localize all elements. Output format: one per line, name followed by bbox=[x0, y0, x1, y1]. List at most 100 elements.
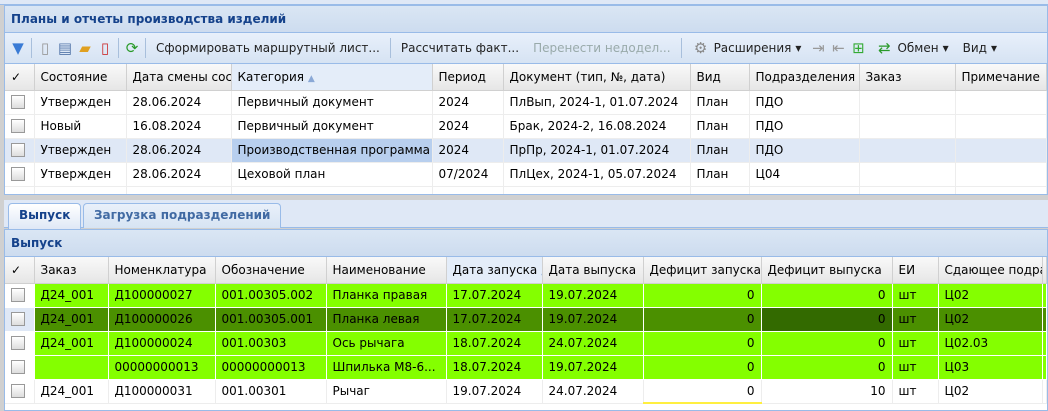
table-cell: шт bbox=[892, 331, 939, 356]
column-header-category[interactable]: Категория ▲ bbox=[231, 64, 433, 91]
row-checkbox[interactable] bbox=[11, 95, 25, 110]
column-header[interactable]: Дефицит запуска bbox=[643, 257, 762, 284]
table-cell: План bbox=[690, 90, 750, 115]
toolbar: ▼ ▯ ▤ ▰ ▯ ⟳ Сформировать маршрутный лист… bbox=[5, 33, 1047, 64]
column-header[interactable]: Обозначение bbox=[215, 257, 327, 284]
table-cell bbox=[1042, 379, 1047, 404]
copy-document-icon[interactable]: ▤ bbox=[57, 39, 73, 57]
column-header[interactable]: Сдающее подраз bbox=[938, 257, 1043, 284]
row-checkbox[interactable] bbox=[11, 360, 25, 375]
table-cell bbox=[432, 186, 504, 194]
table-cell bbox=[5, 186, 35, 194]
view-menu[interactable]: Вид ▾ bbox=[957, 36, 1003, 60]
table-row[interactable]: Д24_001 Д100000026 001.00305.001 Планка лев… bbox=[5, 307, 1047, 332]
open-folder-icon[interactable]: ▰ bbox=[79, 39, 91, 57]
tab-department-load[interactable]: Загрузка подразделений bbox=[83, 203, 282, 228]
table-cell: ПлЦех, 2024-1, 05.07.2024 bbox=[503, 162, 691, 187]
row-checkbox-cell[interactable] bbox=[5, 355, 35, 380]
calc-fact-button[interactable]: Рассчитать факт... bbox=[400, 41, 520, 55]
hierarchy-icon[interactable]: ⊞ bbox=[852, 39, 865, 57]
column-header[interactable]: Документ (тип, №, дата) bbox=[503, 64, 691, 91]
table-cell: Д24_001 bbox=[34, 307, 109, 332]
select-all-header[interactable]: ✓ bbox=[5, 257, 35, 284]
table-cell bbox=[955, 114, 1047, 139]
column-header[interactable]: Период bbox=[432, 64, 504, 91]
row-checkbox[interactable] bbox=[11, 288, 25, 303]
column-header[interactable]: Дата выпуска bbox=[542, 257, 644, 284]
column-header[interactable]: Заказ bbox=[859, 64, 956, 91]
new-document-icon[interactable]: ▯ bbox=[40, 39, 50, 57]
select-all-header[interactable]: ✓ bbox=[5, 64, 35, 91]
column-header[interactable]: Вид bbox=[690, 64, 750, 91]
delete-document-icon[interactable]: ▯ bbox=[100, 39, 110, 57]
table-cell: 28.06.2024 bbox=[126, 162, 232, 187]
row-checkbox[interactable] bbox=[11, 384, 25, 399]
table-cell: План bbox=[690, 162, 750, 187]
column-header[interactable]: Наименование bbox=[326, 257, 447, 284]
gear-icon: ⚙ bbox=[693, 39, 708, 57]
row-checkbox[interactable] bbox=[11, 336, 25, 351]
table-cell: План bbox=[690, 138, 750, 163]
table-row[interactable]: Д24_001 Д100000024 001.00303 Ось рычага 18.0… bbox=[5, 331, 1047, 356]
transfer-unfinished-button[interactable]: Перенести недодел... bbox=[533, 41, 671, 55]
column-header[interactable]: Состояние bbox=[34, 64, 127, 91]
row-checkbox-cell[interactable] bbox=[5, 331, 35, 356]
table-row[interactable]: Утвержден 28.06.2024 Цеховой план 07/2024 Пл… bbox=[5, 162, 1047, 187]
column-header[interactable]: ЕИ bbox=[892, 257, 939, 284]
table-cell: 001.00301 bbox=[215, 379, 327, 404]
row-checkbox-cell[interactable] bbox=[5, 307, 35, 332]
form-route-sheet-button[interactable]: Сформировать маршрутный лист... bbox=[156, 41, 380, 55]
column-header[interactable]: Дефицит выпуска bbox=[761, 257, 893, 284]
table-cell: Д24_001 bbox=[34, 283, 109, 308]
filter-icon[interactable]: ▼ bbox=[12, 39, 24, 57]
exchange-menu[interactable]: ⇄ Обмен ▾ bbox=[869, 36, 954, 60]
row-checkbox[interactable] bbox=[11, 167, 25, 182]
table-row[interactable]: Утвержден 28.06.2024 Производственная прог… bbox=[5, 138, 1047, 163]
tab-output[interactable]: Выпуск bbox=[8, 203, 82, 229]
table-cell: Ц02 bbox=[938, 307, 1043, 332]
row-checkbox-cell[interactable] bbox=[5, 114, 35, 139]
row-checkbox[interactable] bbox=[11, 312, 25, 327]
table-row[interactable]: Новый 16.08.2024 Первичный документ 2024 Бра… bbox=[5, 114, 1047, 139]
row-checkbox-cell[interactable] bbox=[5, 162, 35, 187]
import-icon[interactable]: ⇤ bbox=[832, 39, 845, 57]
refresh-icon[interactable]: ⟳ bbox=[125, 39, 139, 57]
dropdown-arrow-icon: ▾ bbox=[795, 41, 802, 55]
table-row-partial[interactable] bbox=[5, 186, 1047, 194]
table-row[interactable]: Утвержден 28.06.2024 Первичный документ 202… bbox=[5, 90, 1047, 115]
column-header[interactable]: Дата смены сост bbox=[126, 64, 232, 91]
column-header[interactable]: Подразделения bbox=[749, 64, 860, 91]
table-cell: ПрПр, 2024-1, 01.07.2024 bbox=[503, 138, 691, 163]
panel-title: Планы и отчеты производства изделий bbox=[5, 6, 1047, 33]
column-header[interactable]: Номенклатура bbox=[108, 257, 216, 284]
row-checkbox[interactable] bbox=[11, 143, 25, 158]
table-cell: Ц02.03 bbox=[938, 331, 1043, 356]
column-header-launch-date[interactable]: Дата запуска ▲ bbox=[446, 257, 543, 284]
table-row[interactable]: 00000000013 00000000013 Шпилька М8-6... 18.… bbox=[5, 355, 1047, 380]
row-checkbox-cell[interactable] bbox=[5, 90, 35, 115]
extensions-menu[interactable]: ⚙ Расширения ▾ bbox=[686, 36, 808, 60]
row-checkbox-cell[interactable] bbox=[5, 379, 35, 404]
table-cell bbox=[126, 186, 232, 194]
table-cell: 00000000013 bbox=[108, 355, 216, 380]
table-row[interactable]: Д24_001 Д100000027 001.00305.002 Планка пра… bbox=[5, 283, 1047, 308]
row-checkbox-cell[interactable] bbox=[5, 138, 35, 163]
table-cell: Брак, 2024-2, 16.08.2024 bbox=[503, 114, 691, 139]
plans-grid: ✓ Состояние Дата смены сост Категория ▲ … bbox=[5, 64, 1047, 194]
export-icon[interactable]: ⇥ bbox=[812, 39, 825, 57]
output-grid: ✓ Заказ Номенклатура Обозначение Наимено… bbox=[5, 257, 1047, 404]
table-cell: ПДО bbox=[749, 138, 860, 163]
column-header-extra[interactable] bbox=[1042, 257, 1047, 284]
column-header[interactable]: Заказ bbox=[34, 257, 109, 284]
table-cell: Новый bbox=[34, 114, 127, 139]
table-cell: ПлВып, 2024-1, 01.07.2024 bbox=[503, 90, 691, 115]
table-cell: Цеховой план bbox=[231, 162, 433, 187]
table-cell: 0 bbox=[643, 283, 762, 308]
output-panel: Выпуск ✓ Заказ Номенклатура Обозначение … bbox=[4, 229, 1048, 411]
row-checkbox[interactable] bbox=[11, 119, 25, 134]
row-checkbox-cell[interactable] bbox=[5, 283, 35, 308]
table-row[interactable]: Д24_001 Д100000031 001.00301 Рычаг 19.07.202… bbox=[5, 379, 1047, 404]
column-header[interactable]: Примечание bbox=[955, 64, 1047, 91]
table-cell: 16.08.2024 bbox=[126, 114, 232, 139]
table-cell: 19.07.2024 bbox=[542, 355, 644, 380]
